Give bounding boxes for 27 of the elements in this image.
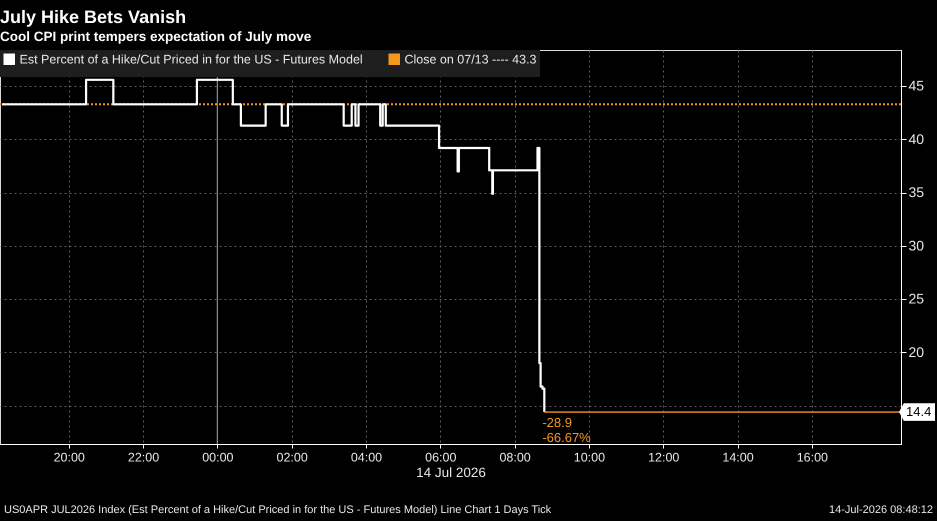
legend-label: Close on 07/13 ---- 43.3 <box>404 52 537 66</box>
x-tick-label: 02:00 <box>276 450 308 464</box>
x-axis-title: 14 Jul 2026 <box>416 465 486 480</box>
data-label: 14.4 <box>906 404 932 420</box>
y-tick-label: 35 <box>908 184 924 200</box>
x-tick-label: 12:00 <box>648 450 680 464</box>
y-tick-label: 40 <box>908 130 924 147</box>
x-tick-label: 16:00 <box>796 450 828 464</box>
x-tick-label: 04:00 <box>350 450 382 464</box>
legend-label: Est Percent of a Hike/Cut Priced in for the US - Futures Model <box>20 52 363 66</box>
x-tick-label: 10:00 <box>574 450 606 464</box>
x-tick-label: 08:00 <box>499 450 531 464</box>
annotation: -28.9 <box>542 415 572 430</box>
y-tick-label: 20 <box>908 344 924 360</box>
chart-subtitle: Cool CPI print tempers expectation of July move <box>0 28 312 44</box>
x-tick-label: 00:00 <box>202 450 234 464</box>
annotation: -66.67% <box>542 430 592 446</box>
y-tick-label: 30 <box>908 237 924 254</box>
y-tick-label: 25 <box>908 290 924 307</box>
text: US0APR JUL2026 Index (Est Percent of a Hike/Cut Priced in for the US - Futures Model) Line Chart 1 Days Tick <box>4 504 552 516</box>
text: 14-Jul-2026 08:48:12 <box>829 504 933 516</box>
y-tick-label: 45 <box>908 78 924 94</box>
x-tick-label: 06:00 <box>425 450 456 464</box>
x-tick-label: 14:00 <box>722 450 754 464</box>
chart-title: July Hike Bets Vanish <box>0 6 186 27</box>
x-tick-label: 20:00 <box>54 450 85 464</box>
x-tick-label: 22:00 <box>128 450 160 464</box>
